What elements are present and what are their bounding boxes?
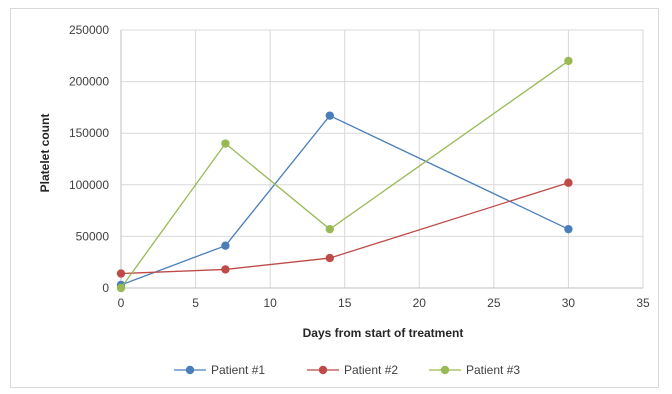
legend-item: Patient #3 <box>429 363 520 377</box>
x-tick-label: 0 <box>118 296 125 310</box>
x-tick-label: 15 <box>338 296 352 310</box>
y-tick-label: 150000 <box>69 126 109 140</box>
x-tick-label: 30 <box>562 296 576 310</box>
data-point <box>325 224 334 234</box>
legend: Patient #1 Patient #2 Patient #3 <box>174 363 520 377</box>
legend-label: Patient #2 <box>344 363 398 377</box>
series-line <box>120 60 569 289</box>
axes <box>120 30 643 289</box>
x-tick-label: 20 <box>413 296 427 310</box>
y-tick-label: 50000 <box>76 229 110 243</box>
tick-labels: 0 50000 100000 150000 200000 250000 0 5 10 15 20 25… <box>69 23 650 310</box>
data-point <box>564 56 573 66</box>
y-tick-label: 250000 <box>69 23 109 37</box>
data-point <box>564 178 573 187</box>
y-tick-label: 200000 <box>69 75 109 89</box>
x-tick-label: 10 <box>263 296 277 310</box>
line-chart: 0 50000 100000 150000 200000 250000 0 5 10 15 20 25… <box>38 23 650 377</box>
x-tick-label: 5 <box>192 296 199 310</box>
legend-marker <box>440 365 450 375</box>
data-point <box>221 241 230 250</box>
x-tick-label: 25 <box>487 296 501 310</box>
y-axis-title: Platelet count <box>38 114 52 193</box>
y-tick-label: 100000 <box>69 178 109 192</box>
data-point <box>116 269 126 278</box>
legend-item: Patient #2 <box>307 363 398 377</box>
series-group <box>116 56 573 293</box>
data-point <box>325 111 334 120</box>
data-point <box>221 265 230 274</box>
chart-frame: 0 50000 100000 150000 200000 250000 0 5 10 15 20 25… <box>10 8 659 388</box>
series-line <box>120 182 569 275</box>
series-2 <box>116 178 573 278</box>
series-3 <box>116 56 573 293</box>
legend-marker <box>318 365 328 375</box>
x-tick-label: 35 <box>636 296 650 310</box>
legend-label: Patient #1 <box>211 363 265 377</box>
series-line <box>120 114 569 286</box>
legend-item: Patient #1 <box>174 363 265 377</box>
x-axis-title: Days from start of treatment <box>303 326 464 340</box>
grid <box>121 29 644 288</box>
data-point <box>116 283 126 293</box>
data-point <box>221 139 230 148</box>
legend-label: Patient #3 <box>466 363 520 377</box>
data-point <box>564 224 573 234</box>
legend-marker <box>185 365 195 375</box>
y-tick-label: 0 <box>102 281 109 295</box>
data-point <box>325 253 334 263</box>
